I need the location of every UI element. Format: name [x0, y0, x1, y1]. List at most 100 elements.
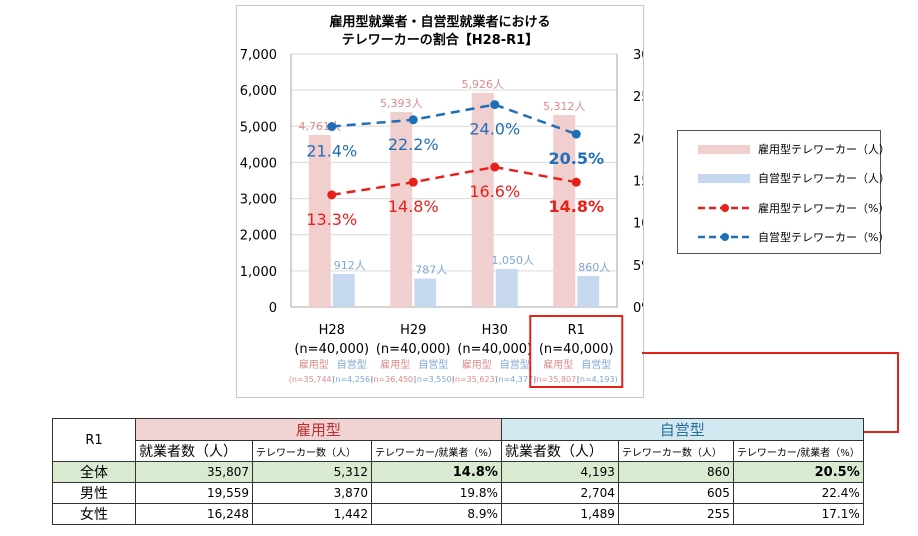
legend-item: 雇用型テレワーカー（人） [678, 140, 890, 158]
line-point [490, 100, 500, 110]
y-right-tick-label: 20% [633, 132, 643, 147]
table-cell: 1,489 [500, 503, 619, 525]
legend-swatch-emp-line [698, 204, 752, 212]
y-left-tick-label: 0 [269, 301, 277, 316]
bar-self-employed [414, 278, 437, 307]
row-label: 男性 [52, 482, 136, 504]
line-data-label: 20.5% [548, 149, 604, 168]
table-cell: 4,193 [500, 461, 619, 483]
line-data-label: 21.4% [306, 142, 357, 161]
row-label: 全体 [52, 461, 136, 483]
sub-label-employed: 雇用型 [299, 358, 329, 371]
table-column-header-row: 就業者数（人） テレワーカー数（人） テレワーカー/就業者（%） 就業者数（人）… [53, 440, 864, 462]
bar-data-label: 5,312人 [543, 100, 586, 113]
r1-breakdown-table: R1 雇用型 自営型 就業者数（人） テレワーカー数（人） テレワーカー/就業者… [52, 418, 864, 525]
col-header-ratio: テレワーカー/就業者（%） [371, 440, 502, 462]
bar-self-employed [577, 275, 600, 307]
sub-label-employed: 雇用型 [380, 358, 410, 371]
y-right-tick-label: 30% [633, 48, 643, 63]
y-left-tick-label: 7,000 [240, 48, 277, 63]
line-self-employed-pct [331, 103, 577, 136]
y-right-tick-label: 15% [633, 175, 643, 190]
table-cell: 20.5% [732, 461, 864, 483]
y-left-tick-label: 2,000 [240, 229, 277, 244]
bar-self-employed [332, 274, 355, 307]
table-cell: 2,704 [500, 482, 619, 504]
line-point [408, 177, 418, 187]
line-point [571, 177, 581, 187]
table-cell: 255 [617, 503, 734, 525]
line-point [327, 190, 337, 200]
bar-data-label: 787人 [415, 264, 447, 277]
y-left-tick-label: 4,000 [240, 156, 277, 171]
col-header-workers: 就業者数（人） [135, 440, 253, 462]
legend-label: 雇用型テレワーカー（%） [758, 202, 890, 215]
bar-employed [308, 134, 331, 307]
legend-swatch-emp-bar [698, 145, 750, 154]
bar-employed [390, 112, 413, 307]
bar-self-employed [495, 269, 518, 307]
table-cell: 3,870 [252, 482, 372, 504]
bar-data-label: 860人 [578, 261, 610, 274]
x-tick-label: H29 [400, 323, 426, 338]
row-label: 女性 [52, 503, 136, 525]
line-point [408, 115, 418, 125]
group-header-employed: 雇用型 [135, 418, 502, 441]
group-header-self-employed: 自営型 [500, 418, 864, 441]
table-cell: 1,442 [252, 503, 372, 525]
legend-label: 自営型テレワーカー（%） [758, 231, 890, 244]
legend-swatch-self-line [698, 233, 752, 241]
sub-n-employed: (n=35,744) [289, 375, 335, 384]
sub-label-employed: 雇用型 [462, 358, 492, 371]
col-header-teleworkers: テレワーカー数（人） [617, 440, 734, 462]
chart-legend: 雇用型テレワーカー（人） 自営型テレワーカー（人） 雇用型テレワーカー（%） 自… [677, 130, 890, 254]
x-tick-n-label: (n=40,000) [457, 342, 532, 357]
line-data-label: 22.2% [388, 135, 439, 154]
sub-label-self-employed: 自営型 [337, 358, 367, 371]
bar-data-label: 912人 [334, 259, 366, 272]
y-right-tick-label: 0% [633, 301, 643, 316]
table-cell: 16,248 [135, 503, 253, 525]
x-tick-label: R1 [568, 323, 585, 338]
bar-employed [553, 115, 576, 307]
chart-title: テレワーカーの割合【H28-R1】 [342, 32, 538, 48]
table-cell: 860 [617, 461, 734, 483]
line-point [571, 129, 581, 139]
table-group-header-row: R1 雇用型 自営型 [52, 418, 864, 462]
r1-highlight-box [529, 315, 624, 388]
sub-n-self-employed: (n=4,193) [577, 375, 618, 384]
legend-swatch-self-bar [698, 174, 750, 183]
line-point [490, 162, 500, 172]
table-cell: 17.1% [732, 503, 864, 525]
table-cell: 5,312 [252, 461, 372, 483]
table-corner: R1 [52, 418, 136, 462]
sub-label-self-employed: 自営型 [500, 358, 530, 371]
sub-label-self-employed: 自営型 [581, 358, 611, 371]
table-row: 男性 19,559 3,870 19.8% 2,704 605 22.4% [52, 482, 864, 504]
table-cell: 8.9% [371, 503, 502, 525]
line-point [327, 122, 337, 132]
table-row: 全体 35,807 5,312 14.8% 4,193 860 20.5% [52, 461, 864, 483]
sub-n-employed: (n=35,623) [452, 375, 498, 384]
line-employed-pct [331, 165, 577, 197]
col-header-ratio: テレワーカー/就業者（%） [732, 440, 864, 462]
line-data-label: 16.6% [469, 182, 520, 201]
line-data-label: 13.3% [306, 210, 357, 229]
table-cell: 22.4% [732, 482, 864, 504]
sub-label-employed: 雇用型 [543, 358, 573, 371]
sub-n-self-employed: (n=3,550) [414, 375, 455, 384]
sub-n-employed: (n=36,450) [370, 375, 416, 384]
y-right-tick-label: 5% [633, 259, 643, 274]
line-data-label: 24.0% [469, 120, 520, 139]
x-tick-label: H30 [482, 323, 508, 338]
bar-employed [471, 92, 494, 307]
sub-label-self-employed: 自営型 [418, 358, 448, 371]
y-right-tick-label: 10% [633, 217, 643, 232]
y-left-tick-label: 5,000 [240, 120, 277, 135]
legend-label: 自営型テレワーカー（人） [758, 172, 890, 185]
y-left-tick-label: 1,000 [240, 265, 277, 280]
legend-item: 雇用型テレワーカー（%） [678, 199, 889, 217]
line-data-label: 14.8% [548, 197, 604, 216]
x-tick-label: H28 [319, 323, 345, 338]
sub-n-self-employed: (n=4,377) [495, 375, 536, 384]
